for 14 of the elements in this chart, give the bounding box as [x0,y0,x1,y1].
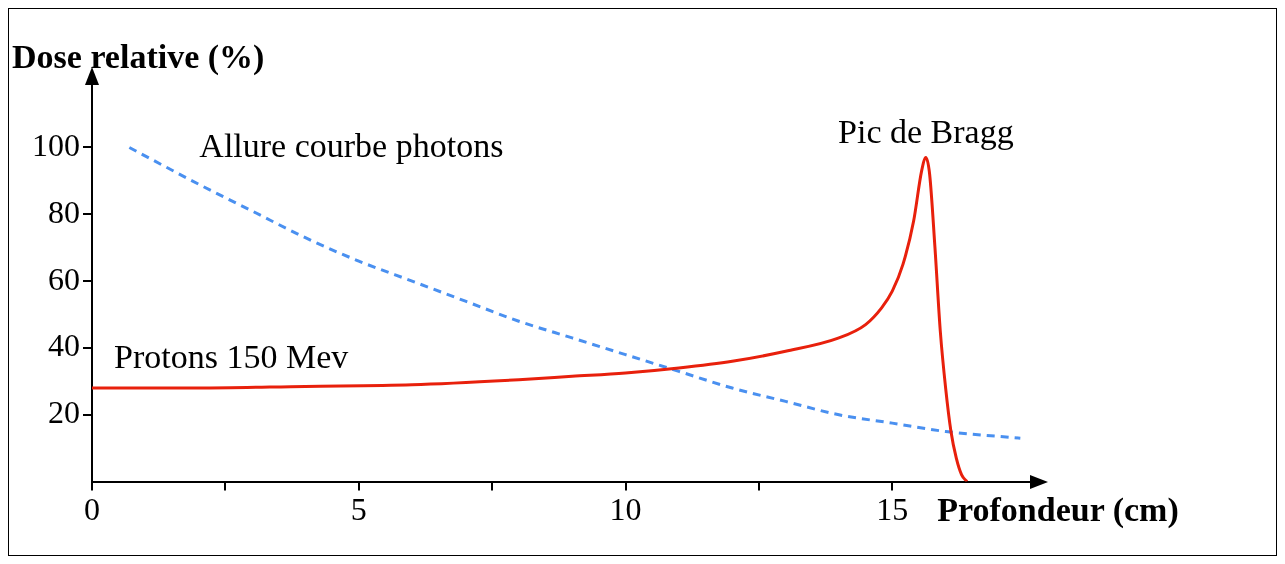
series-label: Allure courbe photons [199,127,504,165]
x-axis-title: Profondeur (cm) [937,491,1179,530]
x-tick-label: 5 [350,491,367,528]
series-label: Protons 150 Mev [114,337,349,375]
x-tick-label: 15 [876,491,909,528]
y-tick-label: 100 [32,126,80,163]
y-tick-label: 20 [48,394,80,431]
y-tick-label: 40 [48,327,80,364]
y-tick-label: 80 [48,193,80,230]
x-tick-label: 0 [84,491,100,528]
y-axis-title: Dose relative (%) [12,37,265,76]
x-tick-label: 10 [609,491,642,528]
y-tick-label: 60 [48,260,80,297]
annotation: Pic de Bragg [838,113,1014,151]
